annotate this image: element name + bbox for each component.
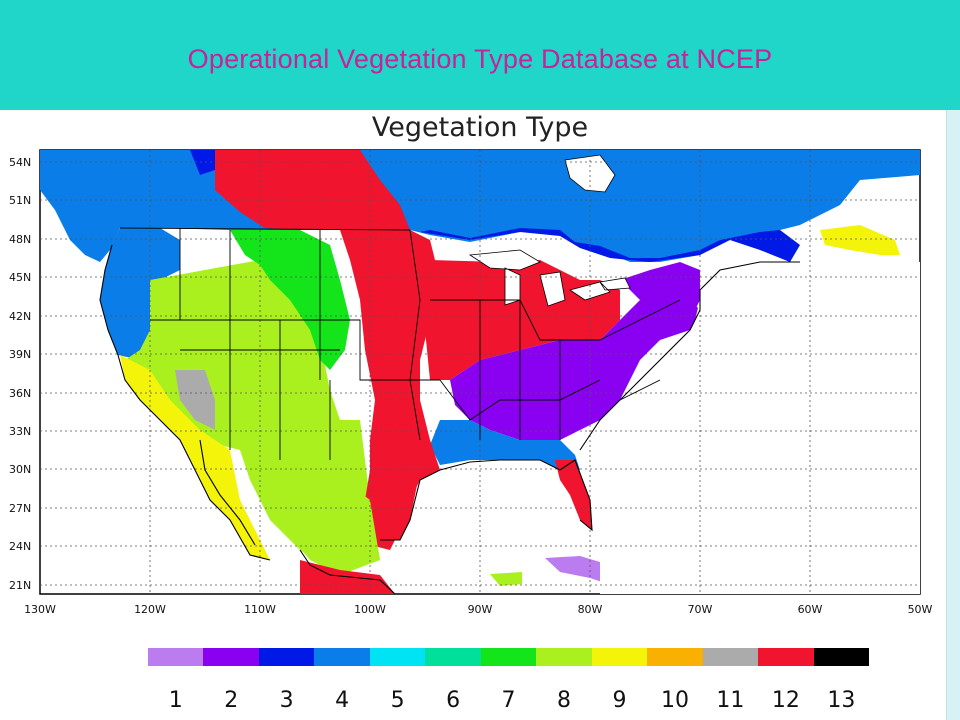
legend-label-2: 2 [203,688,258,713]
legend-label-9: 9 [592,688,647,713]
legend-label-5: 5 [370,688,425,713]
legend-swatch-12 [758,648,813,666]
lat-label: 33N [9,425,39,438]
legend-label-8: 8 [536,688,591,713]
lat-label: 42N [9,310,39,323]
lat-label: 30N [9,463,39,476]
lat-label: 24N [9,540,39,553]
lat-label: 54N [9,156,39,169]
legend-label-7: 7 [481,688,536,713]
legend-label-3: 3 [259,688,314,713]
legend-swatch-10 [647,648,702,666]
lon-label: 90W [460,603,500,616]
map-panel: Vegetation Type 54N 51N 48N 45N 42N 39N … [0,0,960,720]
lat-label: 39N [9,348,39,361]
lat-label: 27N [9,502,39,515]
legend-colorbar [148,648,869,666]
lon-label: 120W [130,603,170,616]
legend-label-10: 10 [647,688,702,713]
legend-swatch-3 [259,648,314,666]
legend-swatch-2 [203,648,258,666]
lon-label: 60W [790,603,830,616]
lon-label: 130W [20,603,60,616]
lon-label: 50W [900,603,940,616]
legend-label-11: 11 [703,688,758,713]
map-title: Vegetation Type [0,112,960,143]
lat-label: 45N [9,271,39,284]
legend-swatch-1 [148,648,203,666]
legend-swatch-4 [314,648,369,666]
legend-swatch-6 [425,648,480,666]
lat-label: 51N [9,194,39,207]
lon-label: 70W [680,603,720,616]
legend-label-4: 4 [314,688,369,713]
lat-label: 48N [9,233,39,246]
legend-swatch-7 [481,648,536,666]
legend-swatch-13 [814,648,869,666]
legend-labels: 1 2 3 4 5 6 7 8 9 10 11 12 13 [148,688,869,713]
legend-label-12: 12 [758,688,813,713]
lat-label: 21N [9,579,39,592]
lon-label: 100W [350,603,390,616]
lon-label: 80W [570,603,610,616]
legend-swatch-9 [592,648,647,666]
lon-label: 110W [240,603,280,616]
legend-label-6: 6 [425,688,480,713]
lat-label: 36N [9,387,39,400]
legend-swatch-11 [703,648,758,666]
legend-label-1: 1 [148,688,203,713]
legend-swatch-5 [370,648,425,666]
legend-swatch-8 [536,648,591,666]
legend-label-13: 13 [814,688,869,713]
